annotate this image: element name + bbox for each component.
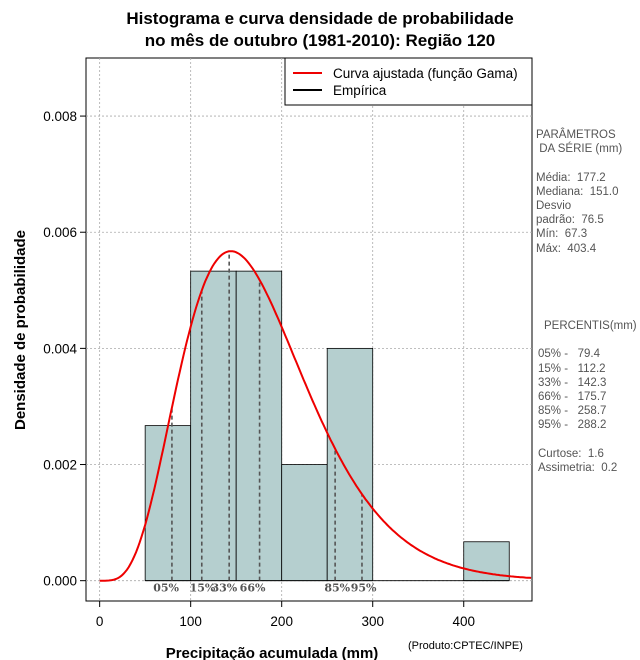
stat-max: Máx: 403.4 (536, 242, 597, 255)
percentis-panel: PERCENTIS(mm) 05% - 79.4 15% - 112.2 33% -… (538, 319, 637, 475)
chart-title-line1: Histograma e curva densidade de probabil… (126, 9, 514, 28)
legend-box (284, 57, 533, 106)
histogram-bar-0 (144, 425, 192, 582)
percentile-label-15%: 15% (190, 582, 216, 595)
x-tick-label-100: 100 (179, 614, 202, 629)
percentile-label-66%: 66% (240, 582, 266, 595)
y-tick-label-0: 0.000 (43, 574, 77, 589)
y-tick-label-4: 0.008 (43, 109, 77, 124)
y-tick-label-1: 0.002 (43, 458, 77, 473)
percentile-label-33%: 33% (211, 582, 237, 595)
percentil-15: 15% - 112.2 (538, 362, 606, 375)
percentile-label-85%: 85% (324, 582, 350, 595)
legend-label-empirical: Empírica (333, 83, 387, 98)
stat-mediana: Mediana: 151.0 (536, 185, 619, 198)
legend: Curva ajustada (função Gama) Empírica (284, 57, 533, 106)
histogram-bars (144, 270, 510, 582)
x-axis-label: Precipitação acumulada (mm) (166, 645, 379, 660)
percentil-33: 33% - 142.3 (538, 376, 607, 389)
percentil-66: 66% - 175.7 (538, 391, 607, 404)
percentil-95: 95% - 288.2 (538, 419, 607, 432)
stat-media: Média: 177.2 (536, 171, 606, 184)
stat-min: Mín: 67.3 (536, 228, 588, 241)
axes: 0 100 200 300 400 0.000 0.002 0.004 0.006 0.008 (43, 109, 475, 629)
stats-heading-1: PARÂMETROS (536, 129, 616, 141)
stat-desvio-1: Desvio (536, 200, 572, 213)
histogram-bar-3 (281, 464, 328, 582)
y-tick-label-2: 0.004 (43, 341, 77, 356)
percentile-label-05%: 05% (153, 582, 179, 595)
x-tick-label-0: 0 (96, 614, 104, 629)
stat-desvio-2: padrão: 76.5 (536, 214, 604, 227)
gamma-curve-line (99, 250, 532, 582)
y-axis-label: Densidade de probabilidade (12, 230, 29, 430)
percentil-05: 05% - 79.4 (538, 348, 601, 361)
gamma-curve (99, 250, 532, 582)
percentil-85: 85% - 258.7 (538, 405, 607, 418)
histogram-bar-7 (463, 541, 510, 582)
chart-title-line2: no mês de outubro (1981-2010): Região 12… (144, 31, 496, 50)
y-tick-label-3: 0.006 (43, 225, 77, 240)
legend-label-fit: Curva ajustada (função Gama) (333, 66, 518, 81)
x-tick-label-300: 300 (361, 614, 384, 629)
stat-assimetria: Assimetria: 0.2 (538, 462, 618, 475)
histogram-bar-4 (326, 347, 374, 582)
percentile-lines: 05% 15%33% 66% 85% 95% (153, 251, 377, 595)
stats-heading-2: DA SÉRIE (mm) (536, 143, 623, 156)
stat-curtose: Curtose: 1.6 (538, 447, 604, 460)
product-credit: (Produto:CPTEC/INPE) (408, 640, 523, 652)
percentis-heading: PERCENTIS(mm) (544, 320, 637, 332)
stats-panel: PARÂMETROS DA SÉRIE (mm) Média: 177.2 Med… (536, 128, 622, 256)
x-tick-label-200: 200 (270, 614, 293, 629)
x-tick-label-400: 400 (452, 614, 475, 629)
percentile-label-95%: 95% (351, 582, 377, 595)
